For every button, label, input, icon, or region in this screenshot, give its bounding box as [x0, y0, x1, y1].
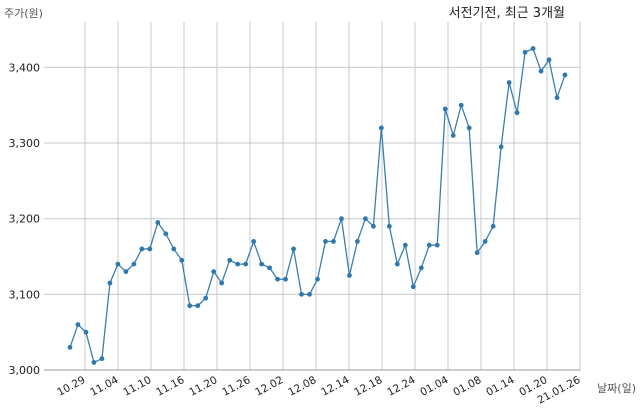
data-point	[131, 261, 137, 267]
series-line	[69, 47, 566, 364]
data-point	[458, 102, 464, 108]
data-point	[83, 329, 89, 335]
data-point	[123, 269, 129, 275]
data-point	[323, 238, 328, 244]
data-point	[434, 242, 440, 248]
x-axis-label: 날짜(일)	[597, 381, 636, 395]
data-point	[498, 144, 504, 150]
y-tick-label: 3,400	[9, 61, 41, 74]
data-point	[562, 72, 568, 78]
data-point	[227, 257, 233, 263]
data-point	[203, 295, 209, 301]
y-axis-label: 주가(원)	[4, 7, 43, 20]
grid	[44, 22, 581, 370]
data-point	[91, 360, 97, 365]
data-point	[554, 95, 560, 101]
data-point	[155, 220, 161, 225]
data-point	[307, 291, 312, 297]
y-tick-label: 3,200	[9, 213, 41, 226]
x-tick-label: 12.02	[253, 374, 285, 399]
data-point	[315, 276, 320, 282]
x-tick-label: 11.04	[88, 374, 120, 399]
data-point	[410, 284, 416, 290]
data-point	[394, 261, 400, 267]
data-point	[67, 344, 73, 350]
data-point	[243, 261, 249, 267]
data-point	[538, 68, 544, 74]
x-tick-label: 10.29	[55, 374, 87, 399]
x-tick-label: 11.16	[154, 374, 186, 399]
data-point	[355, 238, 360, 244]
data-point	[251, 238, 257, 244]
data-point	[514, 110, 520, 116]
x-tick-labels: 10.29 11.04 11.10 11.16 11.20 11.26 12.02 12.08…	[55, 374, 582, 407]
x-tick-label: 11.20	[187, 374, 219, 399]
x-tick-label: 01.08	[451, 374, 483, 399]
data-point	[195, 303, 201, 309]
data-point	[115, 261, 121, 267]
x-tick-label: 01.04	[418, 374, 450, 399]
data-point	[450, 133, 456, 138]
x-tick-label: 12.24	[385, 374, 417, 399]
data-point	[139, 246, 145, 252]
data-point	[490, 223, 496, 229]
data-point	[179, 257, 185, 263]
data-point	[259, 261, 265, 267]
series	[67, 46, 568, 365]
data-point	[171, 246, 177, 252]
data-point	[187, 303, 193, 309]
x-tick-label: 11.10	[121, 374, 153, 399]
data-point	[363, 216, 368, 222]
data-point	[522, 49, 528, 55]
data-point	[331, 238, 336, 244]
data-point	[211, 269, 217, 275]
data-point	[163, 231, 169, 237]
data-point	[275, 276, 280, 282]
y-tick-labels: 3,000 3,100 3,200 3,300 3,400	[9, 61, 41, 377]
data-point	[402, 242, 408, 248]
data-point	[418, 265, 424, 271]
data-point	[283, 276, 288, 282]
y-tick-label: 3,000	[9, 364, 41, 377]
data-point	[370, 223, 376, 229]
data-point	[482, 238, 488, 244]
data-point	[530, 46, 536, 51]
data-point	[147, 246, 153, 252]
data-point	[426, 242, 432, 248]
data-point	[107, 280, 113, 286]
chart-title: 서전기전, 최근 3개월	[449, 6, 565, 21]
x-tick-label: 12.08	[286, 374, 318, 399]
data-point	[474, 250, 480, 256]
data-point	[219, 280, 225, 286]
x-tick-label: 01.14	[484, 374, 516, 399]
data-point	[546, 57, 552, 63]
data-point	[339, 216, 344, 222]
data-point	[267, 265, 272, 271]
data-point	[235, 261, 241, 267]
x-tick-label: 12.14	[319, 374, 351, 399]
data-point	[506, 80, 512, 85]
data-point	[442, 106, 448, 112]
data-point	[99, 356, 105, 362]
data-point	[386, 223, 392, 229]
y-tick-label: 3,300	[9, 137, 41, 150]
data-point	[299, 291, 304, 297]
x-tick-label: 11.26	[220, 374, 252, 399]
data-point	[291, 246, 296, 252]
data-point	[347, 273, 352, 278]
y-tick-label: 3,100	[9, 288, 41, 301]
data-point	[378, 125, 384, 131]
x-tick-label: 12.18	[352, 374, 384, 399]
data-point	[466, 125, 472, 131]
data-point	[75, 322, 81, 328]
